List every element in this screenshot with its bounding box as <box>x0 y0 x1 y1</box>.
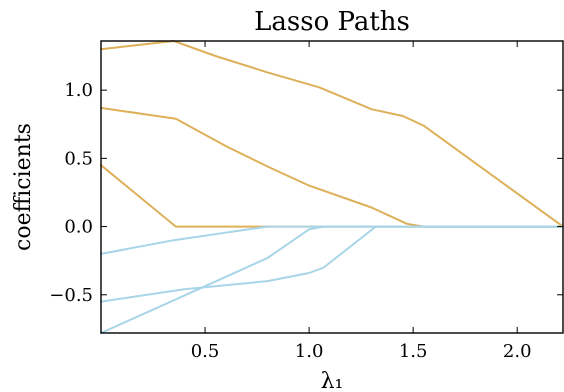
chart-title: Lasso Paths <box>254 7 410 37</box>
y-axis-label: coefficients <box>11 123 36 251</box>
axis-layer: 0.5 1.0 1.5 2.0 −0.5 0.0 0.5 1.0 <box>49 41 563 362</box>
series-line-3 <box>100 164 564 228</box>
y-tick-label: 0.0 <box>64 217 93 238</box>
y-tick-label: −0.5 <box>49 285 93 306</box>
x-tick-label: 0.5 <box>191 341 220 362</box>
plot-frame <box>100 40 564 334</box>
series-line-6 <box>100 225 564 303</box>
series-line-1 <box>100 40 564 228</box>
x-axis-label: λ₁ <box>321 369 344 392</box>
series-layer <box>100 40 564 334</box>
series-line-4 <box>100 225 564 255</box>
y-tick-label: 1.0 <box>64 80 93 101</box>
x-tick-label: 2.0 <box>503 341 532 362</box>
x-tick-label: 1.0 <box>295 341 324 362</box>
x-tick-label: 1.5 <box>399 341 428 362</box>
series-line-5 <box>100 225 564 334</box>
y-tick-label: 0.5 <box>64 148 93 169</box>
series-line-2 <box>100 106 564 228</box>
